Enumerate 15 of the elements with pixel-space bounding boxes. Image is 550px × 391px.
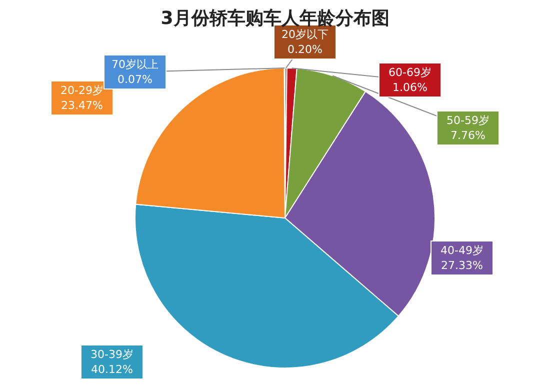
chart-title: 3月份轿车购车人年龄分布图 [160, 8, 390, 29]
slice-label: 40-49岁 [440, 244, 484, 257]
data-label: 1.06% [392, 81, 428, 94]
slice-label: 60-69岁 [388, 66, 432, 79]
data-label: 7.76% [450, 129, 486, 142]
data-label: 0.07% [118, 73, 152, 86]
slice-label: 30-39岁 [90, 348, 134, 361]
data-label: 23.47% [61, 99, 103, 112]
slice-label: 70岁以上 [112, 58, 158, 71]
slice-label: 50-59岁 [446, 114, 490, 127]
data-label: 27.33% [441, 259, 483, 272]
slice-label: 20-29岁 [60, 84, 104, 97]
slice-label: 20岁以下 [282, 28, 328, 41]
data-label: 40.12% [91, 363, 133, 376]
data-label: 0.20% [288, 43, 322, 56]
